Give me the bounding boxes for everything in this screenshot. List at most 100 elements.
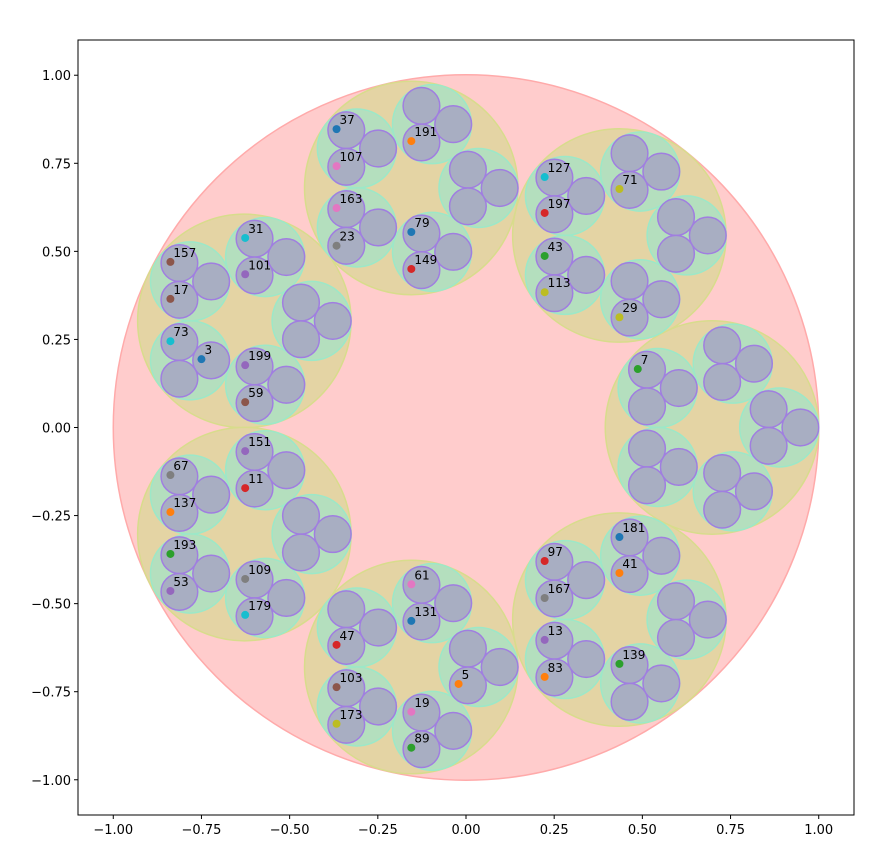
point-label: 149 (414, 253, 437, 267)
level-3-circle (235, 469, 274, 508)
level-3-circle (448, 629, 487, 668)
point-101 (241, 270, 250, 279)
x-tick-label: 0.75 (716, 823, 745, 838)
point-label: 11 (248, 472, 263, 486)
level-3-circle (402, 730, 441, 769)
point-label: 89 (414, 732, 429, 746)
point-label: 29 (622, 301, 637, 315)
x-tick-label: −0.75 (182, 823, 222, 838)
level-3-circle (749, 426, 788, 465)
point-label: 19 (414, 696, 429, 710)
level-3-circle (267, 451, 306, 490)
point-61 (407, 580, 416, 589)
point-label: 139 (622, 648, 645, 662)
point-label: 17 (173, 283, 188, 297)
level-3-circle (781, 408, 820, 447)
level-3-circle (448, 150, 487, 189)
point-97 (540, 557, 549, 566)
point-5 (454, 679, 463, 688)
point-107 (332, 162, 341, 171)
level-3-circle (749, 390, 788, 429)
level-3-circle (656, 582, 696, 621)
point-151 (241, 447, 250, 456)
point-197 (540, 208, 549, 217)
level-3-circle (659, 368, 698, 408)
point-label: 59 (248, 386, 263, 400)
point-53 (166, 586, 175, 595)
point-163 (332, 204, 341, 213)
level-3-circle (358, 687, 398, 726)
level-3-circle (567, 176, 606, 216)
point-149 (407, 264, 416, 273)
point-193 (166, 549, 175, 558)
level-3-circle (160, 493, 199, 533)
level-3-circle (281, 533, 321, 572)
level-3-circle (535, 658, 574, 697)
level-3-circle (567, 255, 606, 294)
point-label: 163 (340, 192, 363, 206)
point-label: 173 (340, 708, 363, 722)
point-37 (332, 125, 341, 134)
point-label: 167 (548, 582, 571, 596)
level-3-circle (703, 453, 742, 493)
point-label: 3 (204, 343, 212, 357)
y-tick-label: −0.50 (31, 598, 71, 613)
level-3-circle (703, 362, 742, 402)
point-label: 181 (622, 521, 645, 535)
point-139 (615, 659, 624, 668)
level-3-circle (535, 274, 574, 313)
level-3-circle (281, 496, 321, 535)
point-13 (540, 635, 549, 644)
point-label: 31 (248, 222, 263, 236)
point-43 (540, 251, 549, 260)
level-3-circle (627, 429, 667, 468)
point-label: 13 (548, 624, 563, 638)
level-3-circle (192, 262, 231, 301)
point-29 (615, 313, 624, 322)
point-113 (540, 288, 549, 297)
level-3-circle (688, 216, 727, 255)
level-3-circle (610, 134, 649, 173)
level-3-circle (703, 326, 742, 365)
y-tick-label: −0.75 (31, 686, 71, 701)
point-167 (540, 594, 549, 602)
point-191 (407, 137, 416, 146)
y-tick-label: 1.00 (42, 69, 71, 84)
points-layer: 3719110716323791491271977143113291573110… (166, 113, 648, 752)
point-199 (241, 361, 250, 370)
point-label: 53 (173, 575, 188, 589)
x-tick-label: 0.25 (540, 823, 569, 838)
point-127 (540, 173, 549, 182)
point-label: 97 (548, 545, 563, 559)
level-3-circle (192, 554, 231, 593)
point-173 (332, 719, 341, 728)
level-3-circle (642, 536, 681, 575)
point-157 (166, 257, 175, 266)
y-tick-label: 0.50 (42, 245, 71, 260)
point-label: 179 (248, 599, 271, 613)
point-label: 113 (548, 276, 571, 290)
x-tick-label: −1.00 (93, 823, 133, 838)
level-3-circle (656, 618, 696, 657)
point-79 (407, 227, 416, 236)
point-103 (332, 683, 341, 692)
level-3-circle (160, 280, 199, 319)
level-3-circle (327, 226, 366, 265)
level-3-circle (327, 626, 366, 665)
point-label: 151 (248, 435, 271, 449)
level-3-circle (235, 597, 274, 636)
level-3-circle (281, 283, 321, 322)
level-3-circle (402, 123, 441, 162)
point-71 (615, 185, 624, 194)
level-3-circle (402, 86, 441, 125)
level-3-circle (567, 639, 606, 679)
circles-layer (112, 74, 820, 781)
level-3-circle (327, 147, 366, 186)
point-47 (332, 640, 341, 649)
level-3-circle (327, 590, 366, 629)
level-3-circle (448, 187, 487, 226)
level-3-circle (327, 705, 366, 744)
level-3-circle (434, 232, 473, 271)
point-41 (615, 568, 624, 577)
point-131 (407, 616, 416, 625)
